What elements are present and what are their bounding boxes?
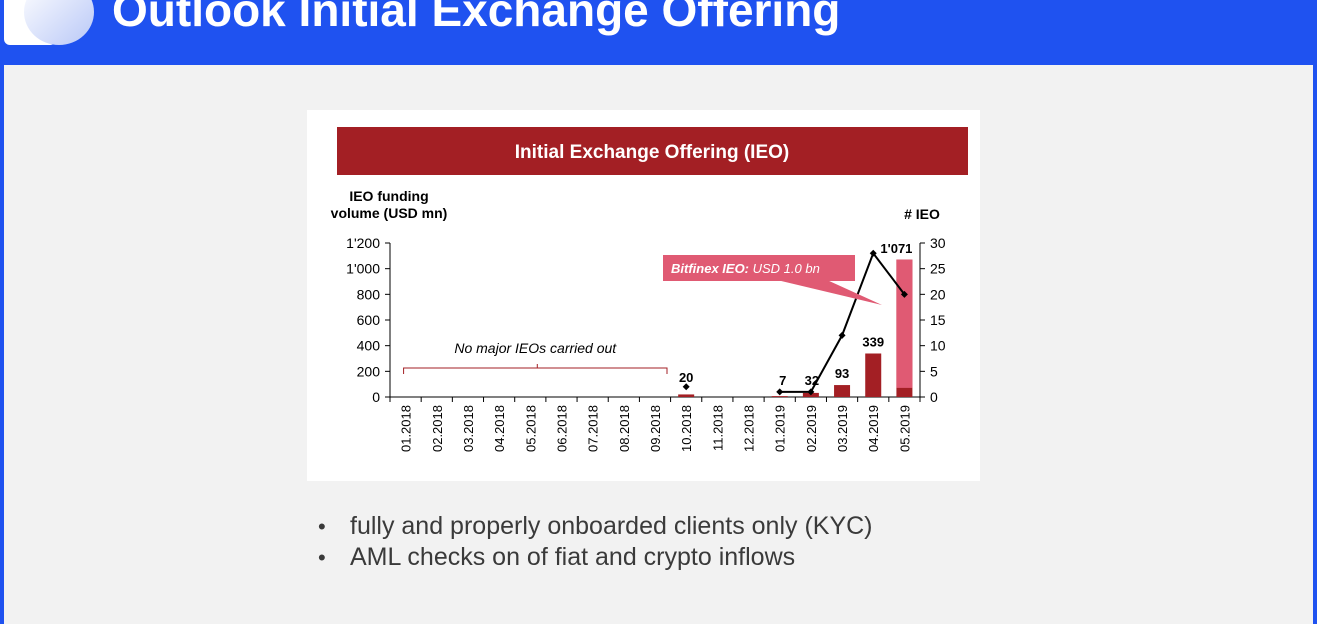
bullet-text: fully and properly onboarded clients onl…	[350, 512, 873, 540]
y-tick-label-left: 1'000	[346, 261, 380, 277]
x-tick-label: 02.2018	[430, 405, 445, 452]
page-title: Outlook Initial Exchange Offering	[112, 0, 841, 36]
bar	[678, 394, 695, 397]
ieo-count-point	[682, 383, 690, 391]
x-tick-label: 06.2018	[554, 405, 569, 452]
x-tick-label: 01.2019	[773, 405, 788, 452]
bullet-item: • fully and properly onboarded clients on…	[314, 511, 873, 542]
no-ieo-label: No major IEOs carried out	[454, 340, 617, 356]
y-tick-label-left: 400	[357, 338, 381, 354]
y-tick-label-left: 200	[357, 363, 381, 379]
x-tick-label: 03.2019	[835, 405, 850, 452]
callout-text: Bitfinex IEO: USD 1.0 bn	[671, 261, 820, 276]
x-tick-label: 10.2018	[679, 405, 694, 452]
ieo-count-point	[807, 388, 815, 396]
page-title-overflow: s	[114, 52, 140, 65]
y-tick-label-right: 0	[930, 389, 938, 405]
x-tick-label: 01.2018	[399, 405, 414, 452]
slide-header: Outlook Initial Exchange Offering s	[0, 0, 1317, 65]
bar	[834, 385, 851, 397]
y-tick-label-left: 0	[372, 389, 380, 405]
data-label: 1'071	[880, 241, 912, 256]
y-tick-label-right: 10	[930, 338, 946, 354]
x-tick-label: 05.2019	[897, 405, 912, 452]
x-tick-label: 04.2019	[866, 405, 881, 452]
bullet-icon: •	[318, 545, 326, 570]
chart-title: Initial Exchange Offering (IEO)	[515, 142, 789, 163]
y-tick-label-right: 5	[930, 363, 938, 379]
x-tick-label: 09.2018	[648, 405, 663, 452]
y-tick-label-left: 600	[357, 312, 381, 328]
bar-highlight	[896, 259, 913, 388]
ieo-count-point	[900, 290, 908, 298]
y-tick-label-left: 1'200	[346, 235, 380, 251]
ieo-count-point	[838, 331, 846, 339]
data-label: 20	[679, 370, 693, 385]
y-tick-label-right: 25	[930, 261, 946, 277]
callout-value-text: USD 1.0 bn	[749, 261, 820, 276]
x-tick-label: 12.2018	[742, 405, 757, 452]
no-ieo-bracket	[403, 367, 668, 374]
bar	[771, 396, 788, 397]
bullet-text: AML checks on of fiat and crypto inflows	[350, 543, 796, 571]
callout-bold-text: Bitfinex IEO:	[671, 261, 749, 276]
bullet-item: • AML checks on of fiat and crypto inflow…	[314, 542, 873, 573]
bar	[865, 353, 882, 397]
x-tick-label: 08.2018	[617, 405, 632, 452]
callout-box	[663, 255, 855, 281]
y-tick-label-right: 20	[930, 286, 946, 302]
data-label: 93	[835, 366, 849, 381]
y-tick-label-right: 15	[930, 312, 946, 328]
y-tick-label-left: 800	[357, 286, 381, 302]
x-tick-label: 02.2019	[804, 405, 819, 452]
logo-icon	[4, 0, 94, 45]
x-tick-label: 05.2018	[523, 405, 538, 452]
x-tick-label: 04.2018	[492, 405, 507, 452]
ieo-chart: Initial Exchange Offering (IEO) IEO fundi…	[331, 127, 968, 452]
ieo-count-point	[776, 388, 784, 396]
x-tick-label: 07.2018	[586, 405, 601, 452]
data-label: 339	[862, 334, 884, 349]
y-axis-left-label: volume (USD mn)	[331, 205, 448, 221]
data-label: 7	[779, 373, 786, 388]
y-tick-label-right: 30	[930, 235, 946, 251]
chart-title-banner	[337, 127, 968, 175]
slide-content: Initial Exchange Offering (IEO) IEO fundi…	[4, 65, 1313, 624]
callout-pointer	[777, 280, 882, 305]
bullet-icon: •	[318, 514, 326, 539]
y-axis-right-label: # IEO	[904, 206, 940, 222]
x-tick-label: 11.2018	[710, 405, 725, 451]
bullet-list: • fully and properly onboarded clients on…	[314, 511, 873, 573]
ieo-count-point	[869, 249, 877, 257]
y-axis-left-label: IEO funding	[349, 188, 428, 204]
ieo-chart-card: Initial Exchange Offering (IEO) IEO fundi…	[307, 110, 980, 481]
x-tick-label: 03.2018	[461, 405, 476, 452]
